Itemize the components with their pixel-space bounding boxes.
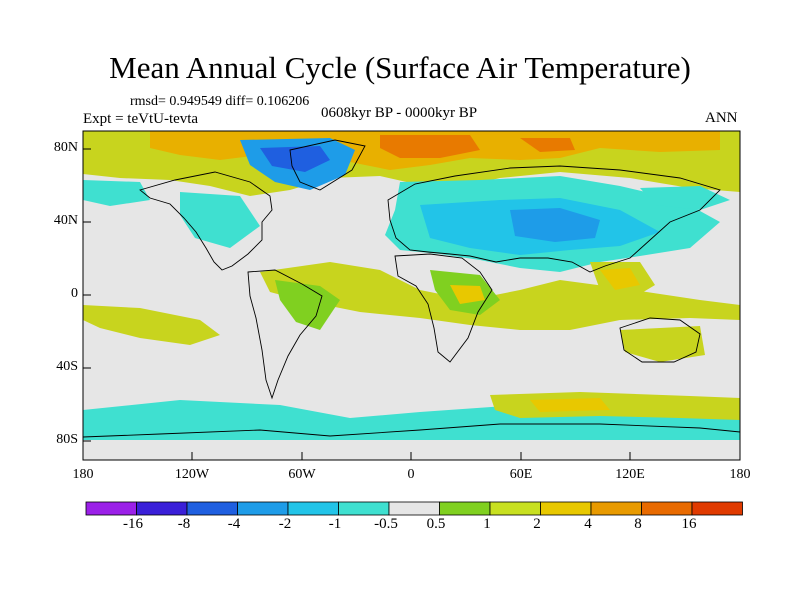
africa-warm-core (450, 285, 485, 304)
lat-label-40n: 40N (53, 213, 78, 228)
arctic-cool-patch (640, 186, 730, 210)
eurasia-coast (387, 165, 721, 273)
antarctica-coast (83, 423, 740, 438)
colorbar-swatch (85, 501, 137, 516)
axis-ticks (83, 148, 631, 460)
lon-label-120e: 120E (615, 467, 645, 482)
lon-label-180w: 180 (72, 467, 94, 482)
map-title: Mean Annual Cycle (Surface Air Temperatu… (109, 50, 691, 85)
colorbar-swatch (691, 501, 743, 516)
lon-label-180e: 180 (729, 467, 751, 482)
australia-coast (619, 317, 701, 363)
colorbar-label: 1 (483, 516, 491, 532)
season-label: ANN (705, 110, 738, 126)
colorbar-label: 4 (584, 516, 592, 532)
coastlines (83, 139, 740, 438)
southern-ocean-warm (490, 392, 740, 420)
indochina-hot (600, 268, 640, 290)
arctic-hot-spot (380, 135, 480, 158)
lat-label-0: 0 (71, 286, 78, 301)
colorbar-swatch (136, 501, 188, 516)
south-america-warm (275, 280, 340, 330)
colorbar-label: 2 (533, 516, 541, 532)
colorbar-swatch (186, 501, 238, 516)
antarctica-field (83, 440, 740, 460)
north-america-coast (139, 171, 273, 271)
greenland-colder (260, 146, 330, 172)
southern-ocean-hot (530, 398, 610, 412)
colorbar-label: 16 (681, 516, 697, 532)
colorbar-label: -4 (227, 516, 241, 532)
north-pacific-cool (83, 180, 150, 206)
asia-coldest (510, 208, 600, 242)
map-field (83, 131, 740, 460)
lon-label-60e: 60E (509, 467, 533, 482)
greenland-coast (289, 139, 366, 191)
colorbar-swatch (338, 501, 390, 516)
colorbar-swatch (489, 501, 541, 516)
colorbar (85, 501, 743, 516)
south-america-coast (247, 269, 323, 400)
lat-label-40s: 40S (56, 359, 78, 374)
africa-coast (394, 253, 493, 363)
north-america-cool (180, 192, 260, 248)
colorbar-label: 8 (634, 516, 642, 532)
arctic-hot-spot-2 (520, 138, 575, 152)
colorbar-label: -8 (177, 516, 191, 532)
colorbar-label: -0.5 (374, 516, 398, 532)
colorbar-swatch (540, 501, 592, 516)
colorbar-swatch (287, 501, 339, 516)
experiment-label: Expt = teVtU-tevta (83, 111, 199, 127)
stats-label: rmsd= 0.949549 diff= 0.106206 (130, 94, 310, 109)
lat-label-80n: 80N (53, 140, 78, 155)
colorbar-swatch (641, 501, 693, 516)
colorbar-label: -1 (328, 516, 342, 532)
colorbar-label: 0.5 (426, 516, 446, 532)
tropical-atlantic-warm (260, 262, 740, 330)
lon-label-60w: 60W (288, 467, 316, 482)
colorbar-swatch (388, 501, 440, 516)
colorbar-swatch (590, 501, 642, 516)
period-label: 0608kyr BP - 0000kyr BP (321, 105, 478, 121)
pacific-warm-band (83, 305, 220, 345)
colorbar-swatch (237, 501, 289, 516)
colorbar-label: -16 (123, 516, 143, 532)
lon-label-120w: 120W (174, 467, 210, 482)
lon-label-0: 0 (407, 467, 415, 482)
lat-label-80s: 80S (56, 432, 78, 447)
australia-warm (620, 326, 705, 362)
colorbar-swatch (439, 501, 491, 516)
colorbar-label: -2 (278, 516, 292, 532)
